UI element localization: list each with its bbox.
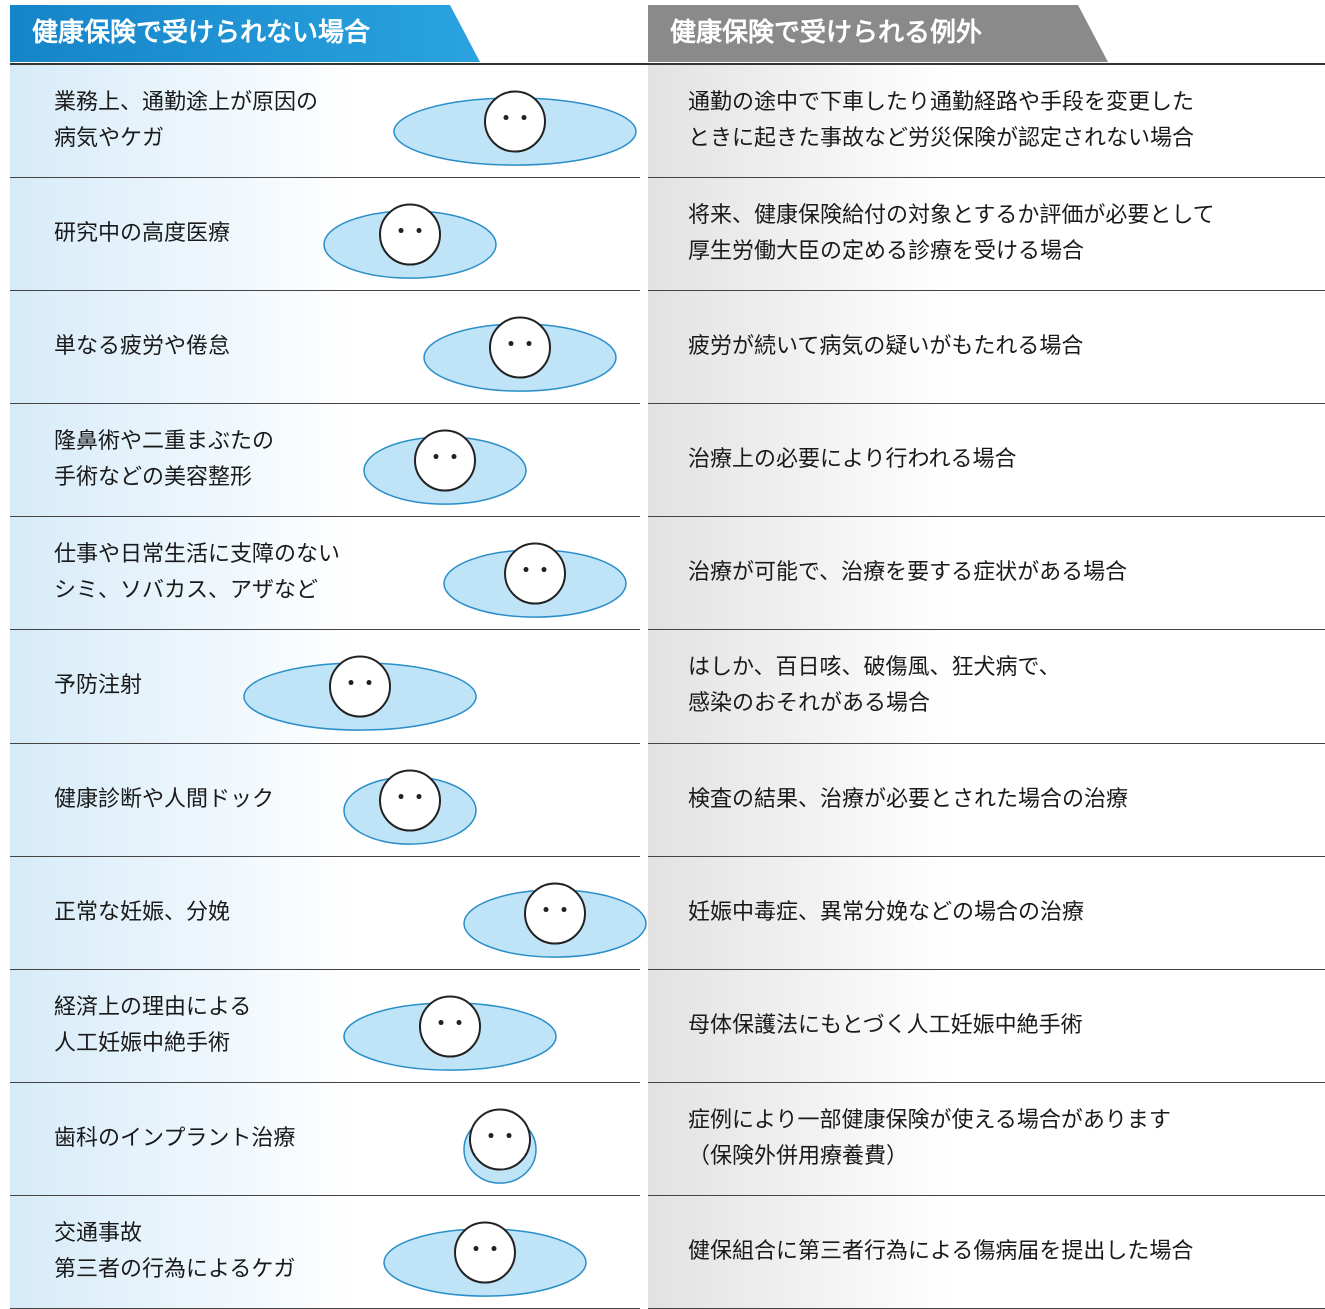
cell-text: 健保組合に第三者行為による傷病届を提出した場合 <box>688 1238 1194 1264</box>
cell-text: 通勤の途中で下車したり通勤経路や手段を変更した <box>688 90 1195 116</box>
illustration <box>463 1108 537 1184</box>
illustration <box>343 995 557 1071</box>
cell-text: ときに起きた事故など労災保険が認定されない場合 <box>688 126 1195 152</box>
illustration <box>243 655 477 732</box>
excluded-cell: 隆鼻術や二重まぶたの 手術などの美容整形 <box>10 404 640 518</box>
exception-cell: 検査の結果、治療が必要とされた場合の治療 <box>648 743 1325 857</box>
header-rule <box>10 63 1325 65</box>
illustration <box>343 769 477 845</box>
exception-cell: 母体保護法にもとづく人工妊娠中絶手術 <box>648 969 1325 1083</box>
cell-text: 単なる疲労や倦怠 <box>54 334 231 360</box>
cell-text: 妊娠中毒症、異常分娩などの場合の治療 <box>688 899 1085 925</box>
header-left: 健康保険で受けられない場合 <box>10 5 480 62</box>
cell-text: 将来、健康保険給付の対象とするか評価が必要として <box>688 203 1215 229</box>
illustration <box>383 1221 587 1297</box>
cell-text: 感染のおそれがある場合 <box>688 691 931 717</box>
cell-text: 疲労が続いて病気の疑いがもたれる場合 <box>688 334 1084 360</box>
cell-text: 病気やケガ <box>54 126 165 152</box>
cell-text: 隆鼻術や二重まぶたの <box>54 429 275 455</box>
cell-text: 交通事故 <box>54 1220 143 1246</box>
cell-text: 第三者の行為によるケガ <box>54 1256 296 1282</box>
illustration <box>393 90 637 166</box>
cell-text: 治療上の必要により行われる場合 <box>688 447 1017 473</box>
exception-cell: 治療が可能で、治療を要する症状がある場合 <box>648 517 1325 631</box>
illustration <box>323 203 497 279</box>
exception-cell: 治療上の必要により行われる場合 <box>648 404 1325 518</box>
cell-text: （保険外併用療養費） <box>688 1143 909 1169</box>
cell-text: 正常な妊娠、分娩 <box>54 899 231 925</box>
cell-text: 業務上、通勤途上が原因の <box>54 90 319 116</box>
exception-cell: 症例により一部健康保険が使える場合があります （保険外併用療養費） <box>648 1082 1325 1196</box>
cell-text: 予防注射 <box>54 673 143 699</box>
exception-cell: はしか、百日咳、破傷風、狂犬病で、 感染のおそれがある場合 <box>648 630 1325 744</box>
excluded-cell: 歯科のインプラント治療 <box>10 1082 640 1196</box>
exception-cell: 将来、健康保険給付の対象とするか評価が必要として 厚生労働大臣の定める診療を受ける… <box>648 178 1325 292</box>
exception-cell: 妊娠中毒症、異常分娩などの場合の治療 <box>648 856 1325 970</box>
cell-text: 治療が可能で、治療を要する症状がある場合 <box>688 560 1128 586</box>
cell-text: 経済上の理由による <box>54 994 252 1020</box>
cell-text: 検査の結果、治療が必要とされた場合の治療 <box>688 786 1129 812</box>
illustration <box>463 882 647 958</box>
cell-text: 手術などの美容整形 <box>54 465 253 491</box>
exception-cell: 疲労が続いて病気の疑いがもたれる場合 <box>648 291 1325 405</box>
cell-text: 症例により一部健康保険が使える場合があります <box>688 1107 1171 1133</box>
illustration <box>363 429 527 506</box>
cell-text: 研究中の高度医療 <box>54 221 231 247</box>
cell-text: 厚生労働大臣の定める診療を受ける場合 <box>688 239 1085 265</box>
cell-text: 健康診断や人間ドック <box>54 786 275 812</box>
exception-cell: 通勤の途中で下車したり通勤経路や手段を変更した ときに起きた事故など労災保険が認定… <box>648 65 1325 179</box>
cell-text: 仕事や日常生活に支障のない <box>54 542 341 568</box>
cell-text: シミ、ソバカス、アザなど <box>54 578 319 604</box>
exception-cell: 健保組合に第三者行為による傷病届を提出した場合 <box>648 1195 1325 1309</box>
cell-text: はしか、百日咳、破傷風、狂犬病で、 <box>688 655 1061 681</box>
cell-text: 人工妊娠中絶手術 <box>54 1030 231 1056</box>
header-right: 健康保険で受けられる例外 <box>648 5 1108 62</box>
excluded-cell: 健康診断や人間ドック <box>10 743 640 857</box>
illustration <box>423 316 617 393</box>
illustration <box>443 542 627 619</box>
cell-text: 母体保護法にもとづく人工妊娠中絶手術 <box>688 1012 1083 1038</box>
excluded-cell: 研究中の高度医療 <box>10 178 640 292</box>
cell-text: 歯科のインプラント治療 <box>54 1125 296 1151</box>
